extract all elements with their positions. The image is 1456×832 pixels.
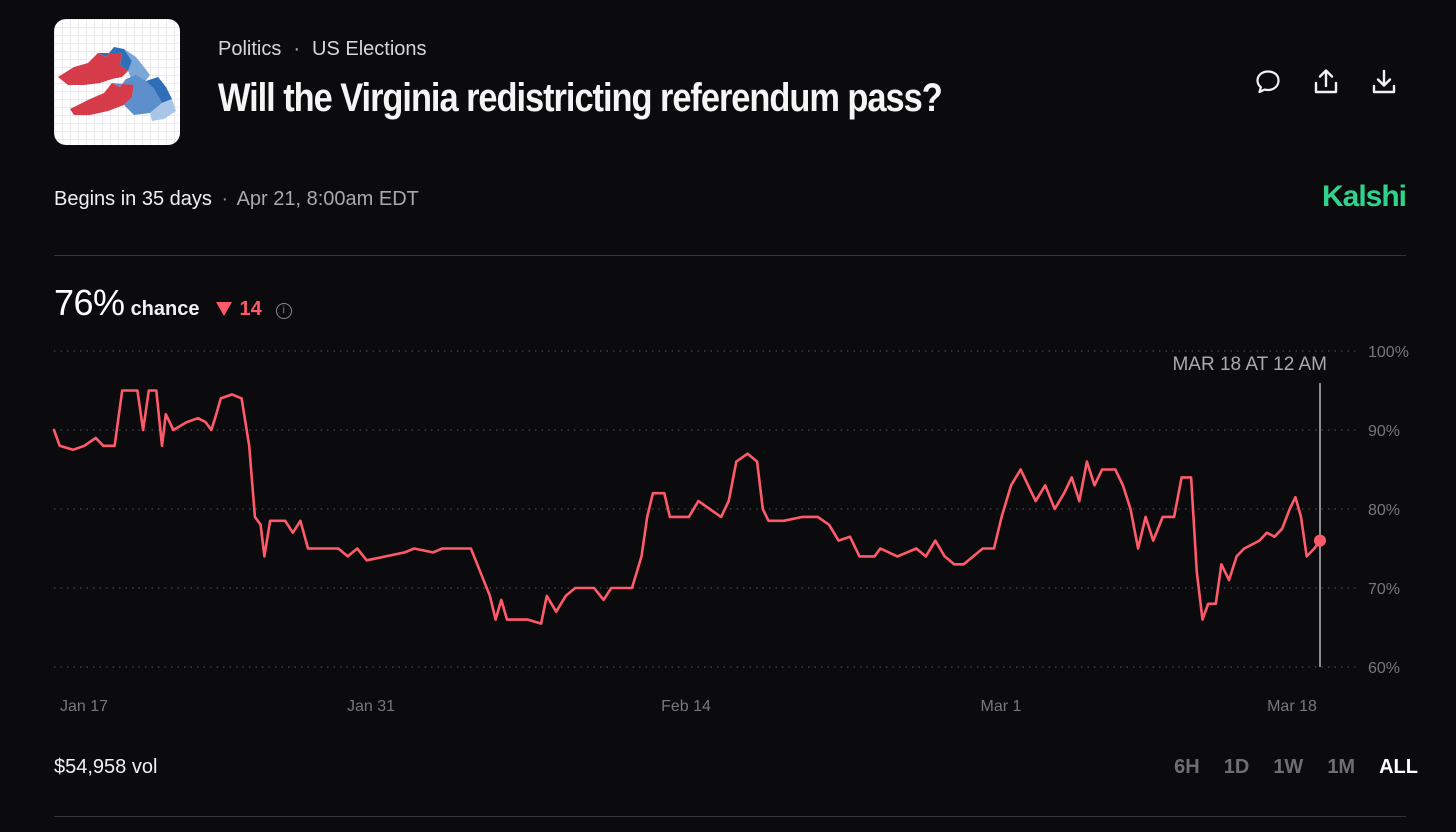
divider-bottom	[54, 816, 1406, 817]
delta-value: 14	[239, 298, 262, 320]
info-icon[interactable]: i	[275, 302, 292, 319]
begins-countdown: Begins in 35 days	[54, 188, 212, 210]
event-timing: Begins in 35 days · Apr 21, 8:00am EDT	[54, 188, 419, 211]
event-date: Apr 21, 8:00am EDT	[236, 188, 419, 210]
range-6h[interactable]: 6H	[1174, 756, 1200, 778]
range-all[interactable]: ALL	[1379, 756, 1418, 778]
x-tick-label: Jan 31	[347, 698, 395, 715]
y-tick-label: 70%	[1368, 581, 1400, 598]
meta-separator: ·	[221, 188, 229, 210]
y-tick-label: 100%	[1368, 344, 1409, 361]
x-tick-label: Feb 14	[661, 698, 711, 715]
series-line	[52, 389, 1322, 625]
chance-label: chance	[130, 298, 200, 320]
kalshi-logo[interactable]: Kalshi	[1321, 180, 1407, 213]
range-1m[interactable]: 1M	[1327, 756, 1356, 778]
range-1w[interactable]: 1W	[1273, 756, 1304, 778]
market-title: Will the Virginia redistricting referend…	[218, 76, 943, 120]
price-chart[interactable]: 100% 90% 80% 70% 60% Jan 17 Jan 31 Feb 14 Mar 1 M…	[0, 330, 1456, 730]
chance-value: 76%	[54, 282, 125, 323]
market-thumbnail	[54, 19, 180, 145]
download-button[interactable]	[1370, 66, 1398, 98]
virginia-map-image	[58, 47, 176, 121]
share-button[interactable]	[1312, 66, 1340, 98]
breadcrumb-us-elections[interactable]: US Elections	[312, 38, 427, 60]
divider-top	[54, 255, 1406, 256]
chance-delta: 14	[215, 298, 262, 321]
current-point	[1314, 534, 1326, 547]
comment-button[interactable]	[1254, 66, 1282, 98]
comment-icon	[1256, 70, 1280, 94]
volume-label: $54,958 vol	[54, 756, 158, 778]
breadcrumb-politics[interactable]: Politics	[218, 38, 282, 60]
download-icon	[1372, 69, 1396, 94]
y-tick-label: 80%	[1368, 502, 1400, 519]
down-triangle-icon	[215, 302, 232, 316]
x-tick-label: Mar 1	[981, 698, 1022, 715]
breadcrumb: Politics · US Elections	[218, 38, 427, 61]
x-tick-label: Jan 17	[60, 698, 108, 715]
header-actions	[1254, 66, 1398, 98]
y-tick-label: 60%	[1368, 660, 1400, 677]
time-range-selector: 6H 1D 1W 1M ALL	[1174, 756, 1418, 779]
breadcrumb-separator: ·	[293, 38, 301, 60]
y-tick-label: 90%	[1368, 423, 1400, 440]
hover-label: MAR 18 AT 12 AM	[1172, 354, 1327, 375]
share-icon	[1314, 69, 1338, 94]
x-tick-label: Mar 18	[1267, 698, 1317, 715]
chance-summary: 76% chance 14 i	[54, 282, 292, 324]
range-1d[interactable]: 1D	[1223, 756, 1250, 778]
